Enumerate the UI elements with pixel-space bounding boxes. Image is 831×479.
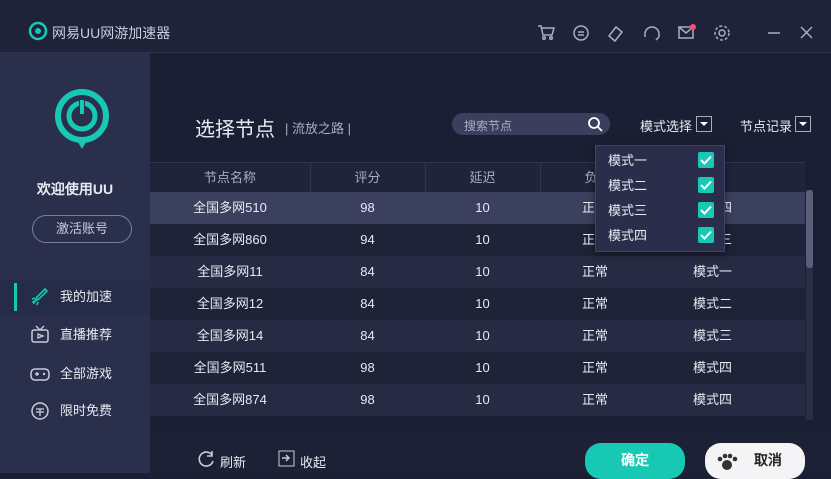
mode-checkbox[interactable] [698,227,714,243]
table-cell: 84 [360,264,375,279]
table-row[interactable]: 全国多网11 84 10 正常 模式一 [150,256,805,288]
menu-icon [31,402,49,420]
mode-option[interactable]: 模式二 [608,178,648,193]
confirm-button[interactable]: 确定 [585,443,685,479]
scrollbar-track [806,190,813,420]
app-name: 网易UU网游加速器 [52,25,171,41]
title-bar: 网易UU网游加速器 [0,0,831,53]
refresh-icon [198,451,214,467]
menu-icon [31,325,49,343]
search-icon [588,117,603,132]
menu-icon [30,368,50,381]
mode-option[interactable]: 模式四 [608,228,648,243]
table-cell: 模式三 [692,328,732,343]
table-row[interactable]: 全国多网874 98 10 正常 模式四 [150,384,805,416]
menu-icon [31,287,49,306]
mode-option[interactable]: 模式三 [608,203,648,218]
footer-bar: 刷新 收起 确定 取消 [150,431,831,479]
scrollbar-thumb[interactable] [806,190,813,268]
table-cell: 98 [360,200,375,215]
menu-label: 限时免费 [60,403,113,418]
table-cell: 全国多网874 [193,392,267,407]
mode-popup: 模式一模式二模式三模式四 [595,145,725,252]
game-name: | 流放之路 | [285,121,351,136]
table-cell: 10 [475,200,490,215]
menu-label: 我的加速 [60,289,113,304]
table-cell: 10 [475,360,490,375]
app-logo [28,21,48,41]
menu-label: 直播推荐 [60,327,113,342]
table-cell: 正常 [581,328,608,343]
table-cell: 10 [475,296,490,311]
column-header: 延迟 [425,162,541,194]
sidebar: 欢迎使用UU 激活账号 我的加速直播推荐全部游戏限时免费 [0,53,150,473]
menu-item[interactable]: 限时免费 [0,393,150,429]
collapse-icon [278,450,295,467]
table-cell: 94 [360,232,375,247]
page-title: 选择节点 [195,119,275,141]
table-cell: 10 [475,264,490,279]
mode-dropdown[interactable] [696,116,713,133]
mode-option[interactable]: 模式一 [608,153,648,168]
table-cell: 全国多网511 [193,360,267,375]
table-cell: 98 [360,360,375,375]
main-panel: 选择节点 | 流放之路 | 搜索节点 模式选择 节点记录 节点名称评分延迟负载 … [150,53,831,479]
history-dropdown[interactable] [795,116,812,133]
mode-checkbox[interactable] [698,177,714,193]
mode-checkbox[interactable] [698,202,714,218]
table-body: 全国多网5109810正常模式四全国多网8609410正常模式三全国多网1184… [150,192,805,416]
table-cell: 模式四 [692,360,732,375]
menu-item[interactable]: 全部游戏 [0,356,150,392]
table-row[interactable]: 全国多网14 84 10 正常 模式三 [150,320,805,352]
search-box[interactable]: 搜索节点 [452,113,610,135]
table-cell: 10 [475,392,490,407]
check-mark [700,205,712,215]
table-cell: 84 [360,328,375,343]
table-cell: 模式一 [692,264,732,279]
column-header: 节点名称 [150,162,311,194]
table-cell: 全国多网12 [196,296,264,311]
active-indicator [14,283,17,311]
check-mark [700,180,712,190]
table-cell: 全国多网11 [197,264,263,279]
cancel-button[interactable]: 取消 [705,443,805,479]
refresh-button[interactable]: 刷新 [220,455,247,470]
table-cell: 模式四 [692,392,732,407]
collapse-button[interactable]: 收起 [300,455,327,470]
table-cell: 84 [360,296,375,311]
table-cell: 全国多网14 [196,328,264,343]
table-cell: 正常 [581,264,608,279]
table-cell: 98 [360,392,375,407]
mode-checkbox[interactable] [698,152,714,168]
check-mark [700,230,712,240]
table-cell: 全国多网510 [193,200,267,215]
welcome-text: 欢迎使用UU [36,181,114,197]
check-mark [700,155,712,165]
menu-item[interactable]: 我的加速 [0,279,150,315]
title-icons[interactable] [535,22,825,44]
menu-label: 全部游戏 [60,366,113,381]
search-placeholder: 搜索节点 [464,119,513,133]
table-row[interactable]: 全国多网511 98 10 正常 模式四 [150,352,805,384]
table-row[interactable]: 全国多网12 84 10 正常 模式二 [150,288,805,320]
table-cell: 全国多网860 [193,232,267,247]
cancel-text: 取消 [754,452,782,468]
node-history-label[interactable]: 节点记录 [740,119,793,134]
table-cell: 正常 [581,296,608,311]
table-cell: 10 [475,232,490,247]
activate-button[interactable]: 激活账号 [32,215,132,243]
table-cell: 正常 [581,392,608,407]
column-header: 评分 [310,162,426,194]
table-cell: 正常 [581,360,608,375]
mode-select-label[interactable]: 模式选择 [640,119,693,134]
table-cell: 模式二 [692,296,732,311]
uu-logo [55,89,109,149]
table-cell: 10 [475,328,490,343]
menu-item[interactable]: 直播推荐 [0,317,150,353]
paw-icon [717,453,738,470]
